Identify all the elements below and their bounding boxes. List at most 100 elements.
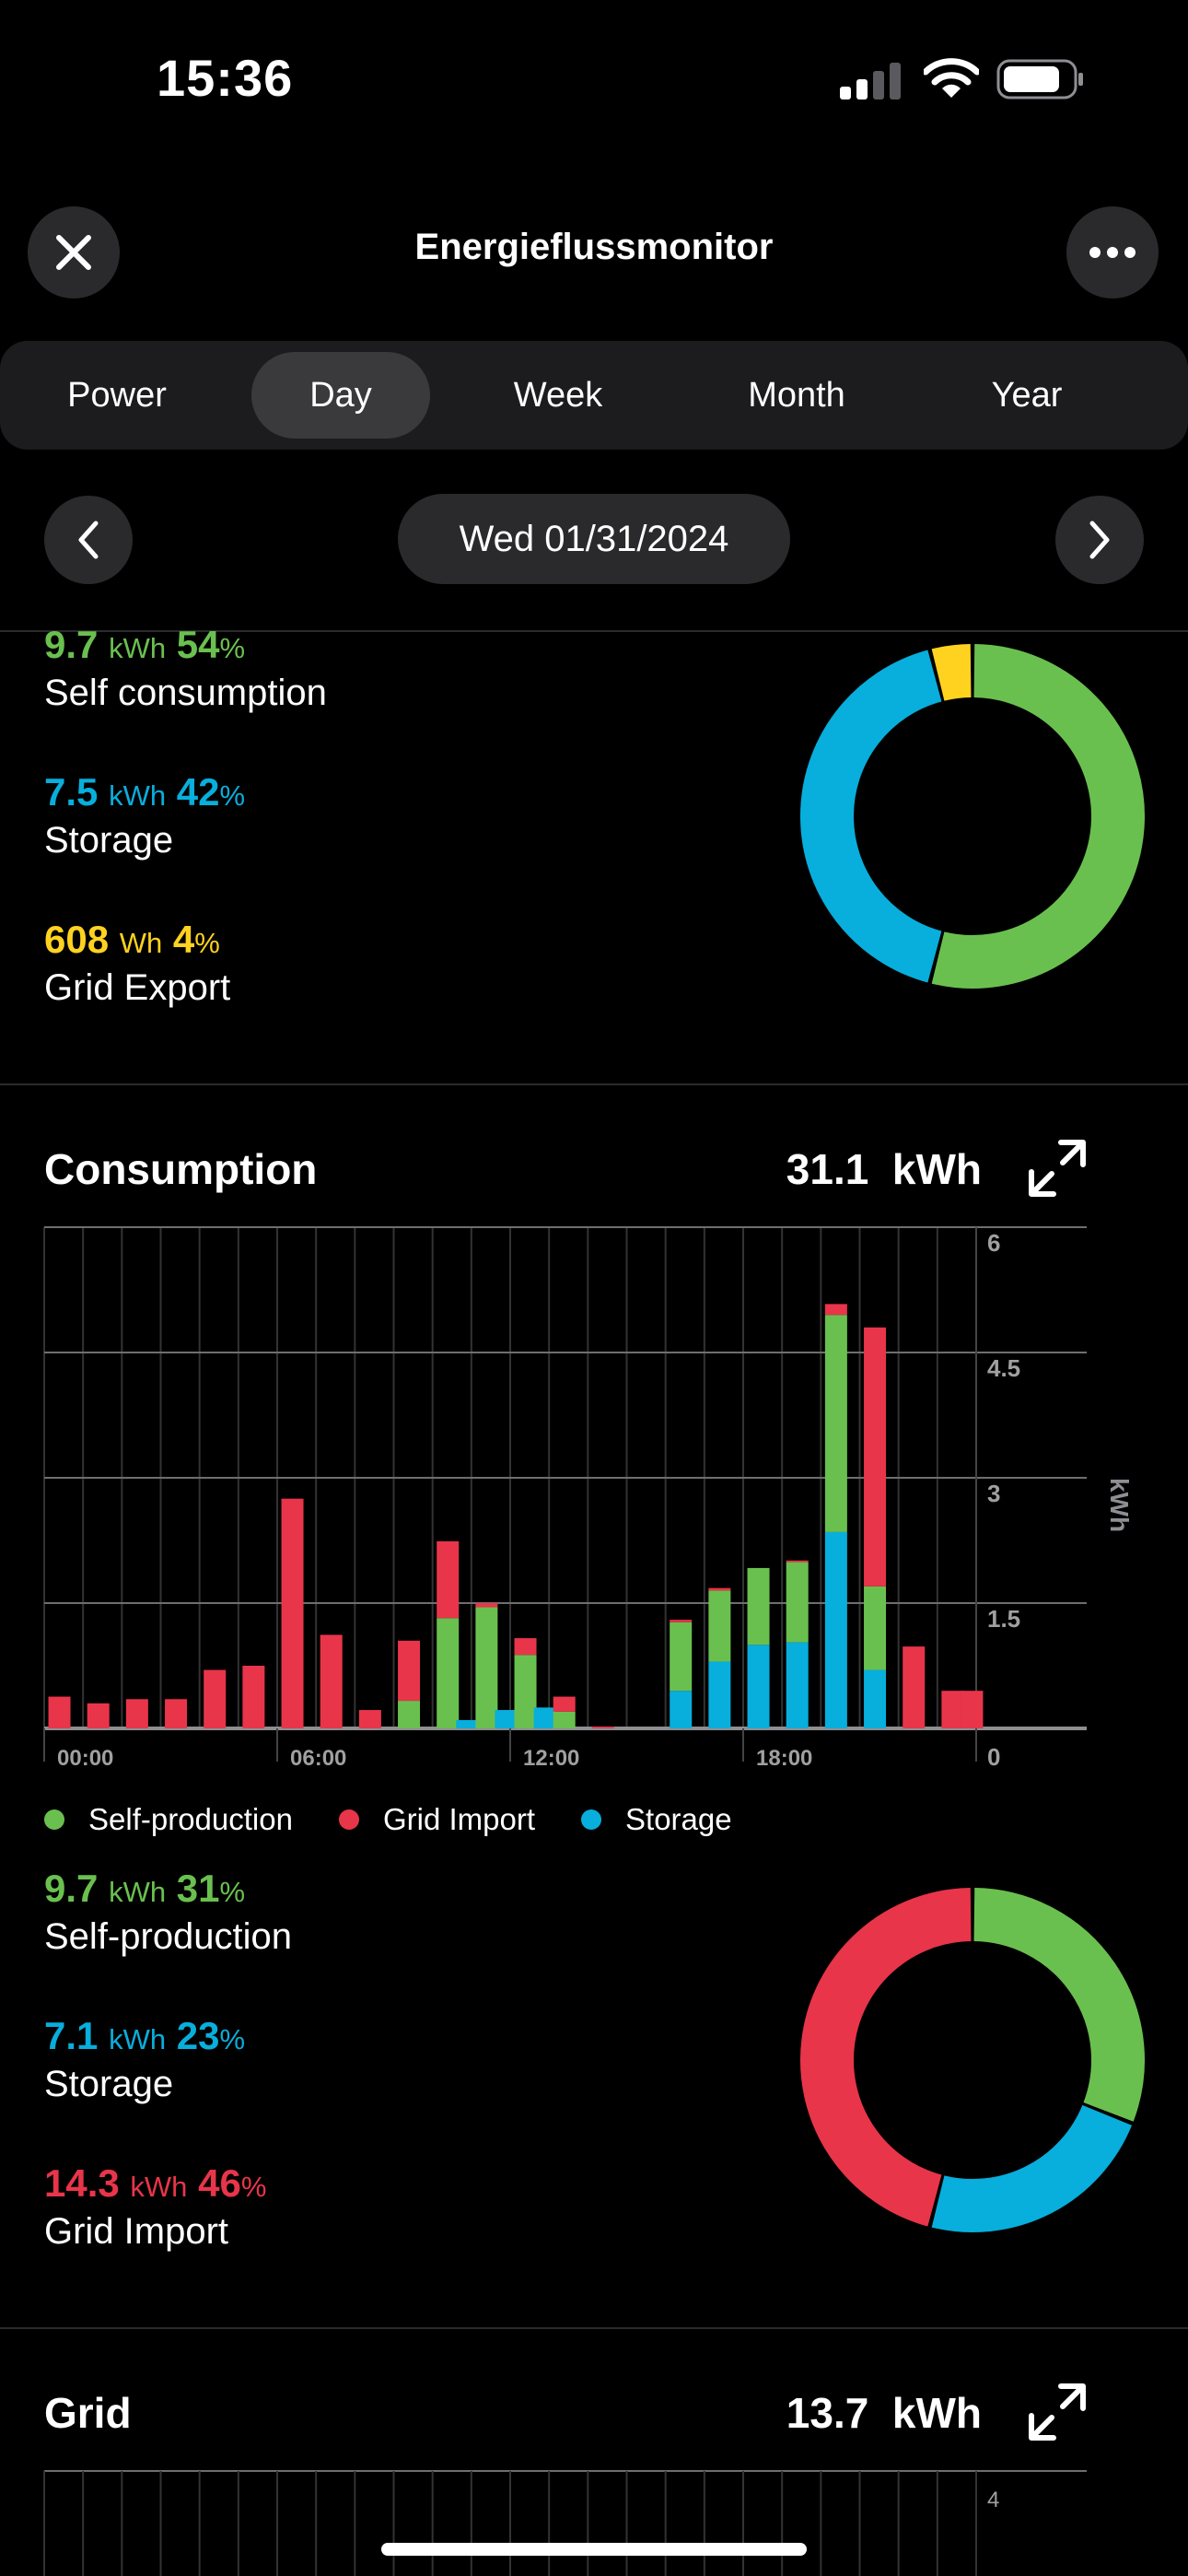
bar-segment-grid-import	[437, 1540, 460, 1619]
more-icon	[1089, 247, 1136, 258]
stat-label: Storage	[44, 820, 174, 861]
y-axis-label: kWh	[1105, 1478, 1134, 1532]
stat-value: 9.7	[44, 1867, 99, 1910]
consumption-expand-button[interactable]	[1028, 1139, 1087, 1202]
bar-segment-storage	[495, 1710, 518, 1728]
stat-label: Self consumption	[44, 673, 327, 713]
tab-year[interactable]: Year	[991, 375, 1063, 415]
signal-icon	[840, 63, 903, 104]
stat-percent: 31	[176, 1867, 220, 1910]
x-tick-label: 12:00	[523, 1746, 579, 1771]
bar-segment-grid-import	[87, 1703, 110, 1728]
tab-week[interactable]: Week	[513, 375, 603, 415]
bar-segment-self-production	[864, 1586, 887, 1670]
grid-y-tick-top: 4	[987, 2488, 1000, 2512]
bar-segment-grid-import	[165, 1699, 188, 1728]
consumption-stat-grid-import: 14.3 kWh 46% Grid Import	[44, 2161, 267, 2252]
bar-segment-grid-import	[48, 1696, 71, 1728]
bar-segment-grid-import	[786, 1560, 809, 1563]
close-button[interactable]	[28, 206, 120, 299]
bar-segment-self-production	[514, 1655, 537, 1728]
wifi-icon	[922, 57, 981, 104]
status-time: 15:36	[157, 49, 294, 107]
stat-percent: 4	[172, 918, 195, 961]
bar-segment-self-production	[824, 1315, 847, 1532]
x-tick-label: 06:00	[290, 1746, 346, 1771]
consumption-stat-self-production: 9.7 kWh 31% Self-production	[44, 1867, 293, 1957]
bar-segment-storage	[786, 1642, 809, 1728]
stat-unit: kWh	[130, 2171, 188, 2203]
divider	[0, 1083, 1188, 1085]
more-options-button[interactable]	[1066, 206, 1159, 299]
grid-total-value: 13.7	[786, 2389, 869, 2437]
stat-unit: kWh	[109, 2023, 167, 2055]
x-tick-label: 00:00	[57, 1746, 113, 1771]
next-day-button[interactable]	[1055, 496, 1144, 584]
legend-dot-grid-import	[338, 1809, 359, 1830]
expand-icon	[1029, 2383, 1086, 2441]
bar-segment-grid-import	[864, 1327, 887, 1587]
consumption-donut-chart	[800, 1888, 1145, 2232]
grid-expand-button[interactable]	[1028, 2383, 1087, 2446]
tab-power[interactable]: Power	[67, 375, 167, 415]
bar-segment-grid-import	[125, 1699, 148, 1728]
legend-dot-storage	[581, 1809, 602, 1830]
stat-unit: Wh	[119, 927, 163, 959]
tab-month[interactable]: Month	[748, 375, 845, 415]
production-donut-segment	[931, 644, 1145, 989]
previous-day-button[interactable]	[44, 496, 133, 584]
bar-segment-grid-import	[475, 1603, 498, 1608]
legend-dot-self-production	[44, 1809, 64, 1830]
stat-value: 14.3	[44, 2161, 120, 2205]
bar-segment-self-production	[553, 1711, 576, 1728]
stat-label: Storage	[44, 2064, 174, 2104]
production-stat-storage: 7.5 kWh 42% Storage	[44, 770, 246, 861]
consumption-donut-segment	[931, 2104, 1133, 2232]
stat-label: Grid Import	[44, 2211, 229, 2252]
bar-segment-grid-import	[941, 1691, 964, 1728]
bar-segment-storage	[708, 1661, 731, 1728]
bar-segment-grid-import	[281, 1498, 304, 1728]
y-tick-label: 6	[987, 1229, 1000, 1257]
stat-label: Self-production	[44, 1916, 293, 1957]
y-tick-label: 0	[987, 1743, 1000, 1771]
legend-label: Self-production	[88, 1802, 293, 1836]
consumption-title: Consumption	[44, 1145, 318, 1193]
legend-label: Grid Import	[382, 1802, 536, 1836]
bar-segment-grid-import	[358, 1710, 381, 1728]
bar-segment-storage	[864, 1669, 887, 1728]
bar-segment-self-production	[475, 1607, 498, 1728]
chevron-left-icon	[78, 521, 99, 559]
consumption-donut-segment	[800, 1888, 972, 2227]
bar-segment-self-production	[708, 1590, 731, 1662]
page-title: Energieflussmonitor	[414, 227, 774, 267]
period-tabs: Power Day Week Month Year	[0, 341, 1188, 450]
consumption-total-value: 31.1	[786, 1145, 869, 1193]
bar-segment-self-production	[398, 1701, 421, 1728]
x-tick-label: 18:00	[756, 1746, 812, 1771]
stat-percent: 54	[176, 623, 220, 666]
bar-segment-grid-import	[242, 1666, 265, 1728]
consumption-stat-storage: 7.1 kWh 23% Storage	[44, 2014, 246, 2104]
grid-bar-chart	[43, 2470, 1087, 2576]
tab-day[interactable]: Day	[251, 352, 430, 439]
battery-icon	[996, 59, 1085, 104]
y-tick-label: 3	[987, 1480, 1000, 1507]
stat-value: 7.5	[44, 770, 99, 814]
bar-segment-storage	[824, 1531, 847, 1728]
bar-segment-grid-import	[320, 1634, 343, 1728]
bar-segment-storage	[747, 1645, 770, 1728]
stat-unit: kWh	[109, 779, 167, 812]
legend-label: Storage	[625, 1802, 732, 1836]
consumption-donut-segment	[973, 1888, 1145, 2122]
stat-percent: 42	[176, 770, 220, 814]
chevron-right-icon	[1089, 521, 1110, 559]
consumption-total: 31.1 kWh	[645, 1144, 982, 1194]
bar-segment-self-production	[670, 1622, 693, 1692]
production-donut-segment	[800, 650, 942, 983]
bar-segment-grid-import	[398, 1640, 421, 1702]
production-stat-self-consumption: 9.7 kWh 54% Self consumption	[44, 623, 327, 713]
stat-value: 7.1	[44, 2014, 99, 2057]
consumption-total-unit: kWh	[891, 1145, 982, 1193]
date-selector[interactable]: Wed 01/31/2024	[398, 494, 790, 584]
